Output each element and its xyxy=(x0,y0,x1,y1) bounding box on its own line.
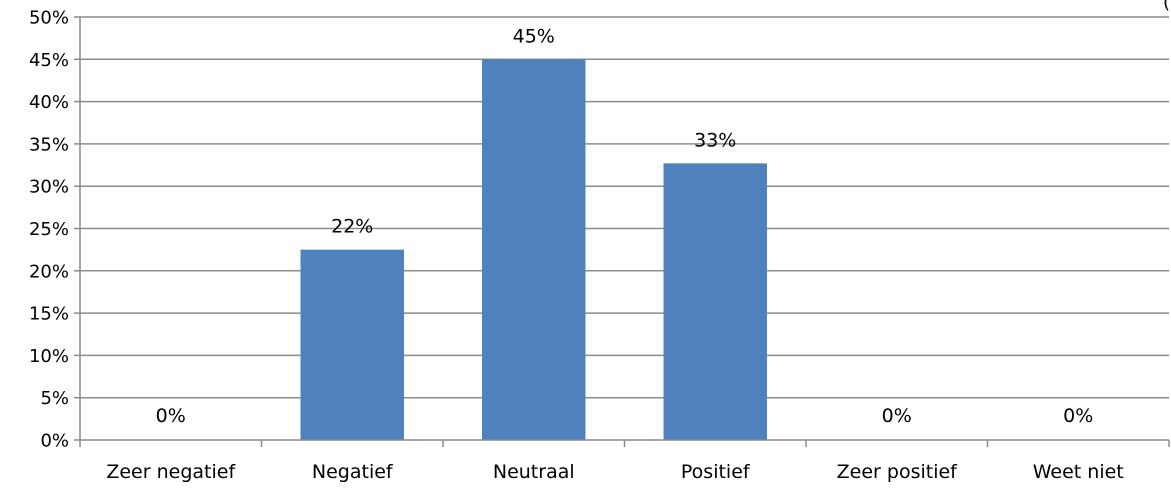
y-tick-label: 15% xyxy=(29,304,69,325)
data-labels: 0% 22% 45% 33% 0% 0% xyxy=(156,25,1094,427)
y-tick-label: 40% xyxy=(29,92,69,113)
y-tick-label: 50% xyxy=(29,8,69,29)
y-tick-label: 35% xyxy=(29,134,69,155)
bar xyxy=(482,59,585,440)
y-tick-label: 20% xyxy=(29,261,69,282)
data-label: 0% xyxy=(1063,405,1093,427)
y-tick-label: 0% xyxy=(40,431,69,452)
data-label: 45% xyxy=(513,25,555,47)
data-label: 0% xyxy=(882,405,912,427)
y-tick-label: 5% xyxy=(40,388,69,409)
x-category-label: Zeer negatief xyxy=(106,461,236,483)
y-tick-label: 45% xyxy=(29,50,69,71)
y-axis-tick-labels: 0% 5% 10% 15% 20% 25% 30% 35% 40% 45% 50% xyxy=(29,8,69,452)
x-category-label: Negatief xyxy=(312,461,394,483)
corner-text: ( xyxy=(1163,0,1170,13)
y-tick-label: 10% xyxy=(29,346,69,367)
bars xyxy=(301,59,767,440)
y-tick-label: 30% xyxy=(29,177,69,198)
x-category-label: Zeer positief xyxy=(837,461,959,483)
y-tick-label: 25% xyxy=(29,219,69,240)
bar xyxy=(664,163,767,440)
x-category-label: Neutraal xyxy=(493,461,575,483)
data-label: 33% xyxy=(694,129,736,151)
x-category-label: Weet niet xyxy=(1033,461,1124,483)
x-axis: Zeer negatief Negatief Neutraal Positief Zee… xyxy=(80,17,1169,483)
gridlines xyxy=(74,17,1169,440)
x-category-label: Positief xyxy=(681,461,751,483)
data-label: 0% xyxy=(156,405,186,427)
data-label: 22% xyxy=(331,216,373,238)
bar xyxy=(301,250,404,440)
